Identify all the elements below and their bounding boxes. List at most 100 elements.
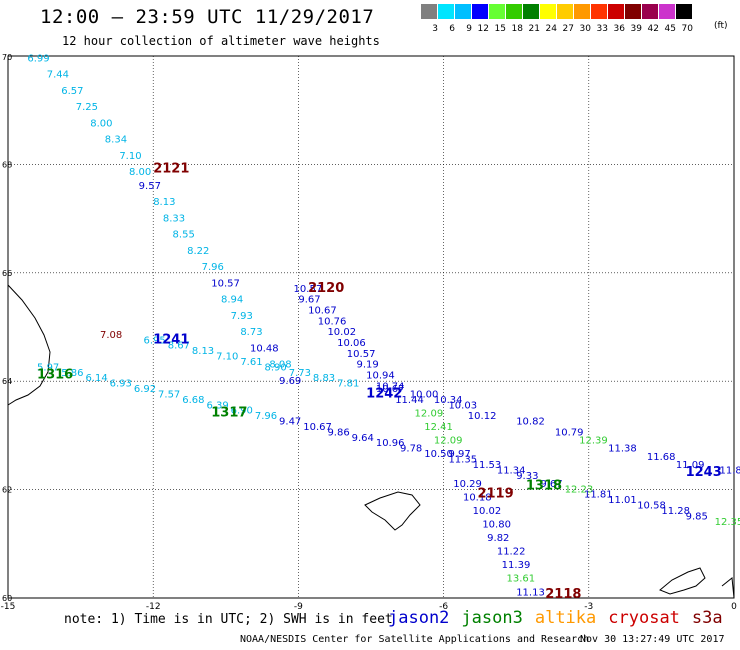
wave-height-label: 6.93 (110, 379, 132, 390)
wave-height-label: 9.64 (352, 433, 374, 444)
legend-swatch (574, 4, 591, 19)
wave-height-label: 10.18 (463, 492, 492, 503)
wave-height-label: 12.09 (415, 408, 444, 419)
map-title: 12:00 — 23:59 UTC 11/29/2017 (40, 6, 375, 28)
lon-tick-label: -6 (439, 602, 448, 612)
wave-height-label: 7.08 (100, 330, 122, 341)
pass-id-label: 2120 (308, 281, 344, 296)
color-scale-legend: 3 6 9 12 15 18 21 24 27 30 33 36 39 42 45 70 (421, 4, 693, 34)
iceland-coast (7, 284, 51, 406)
wave-height-label: 11.53 (473, 460, 502, 471)
wave-height-label: 9.85 (686, 511, 708, 522)
legend-tick-label: 6 (449, 24, 455, 34)
legend-tick-label: 33 (596, 24, 608, 34)
wave-height-label: 10.03 (448, 400, 477, 411)
wave-height-label: 9.69 (279, 376, 301, 387)
wave-height-label: 9.97 (448, 449, 470, 460)
lat-tick-label: 64 (2, 377, 12, 386)
legend-swatch (676, 4, 693, 19)
wave-height-label: 9.19 (356, 360, 378, 371)
wave-height-label: 10.79 (555, 427, 584, 438)
wave-height-label: 5.97 (37, 362, 59, 373)
legend-tick-label: 30 (579, 24, 591, 34)
legend-tick-label: 3 (432, 24, 438, 34)
lat-tick-label: 66 (2, 269, 12, 278)
legend-swatch (438, 4, 455, 19)
satellite-jason3: jason3 (461, 608, 523, 628)
wave-height-label: 9.67 (298, 295, 320, 306)
legend-swatch (523, 4, 540, 19)
wave-height-label: 11.01 (608, 495, 637, 506)
wave-height-label: 8.13 (153, 197, 175, 208)
wave-height-label: 10.29 (453, 479, 482, 490)
wave-height-label: 10.96 (376, 438, 405, 449)
wave-height-label: 12.39 (579, 436, 608, 447)
wave-height-label: 8.73 (240, 327, 262, 338)
legend-tick-label: 27 (562, 24, 574, 34)
wave-height-label: 9.86 (327, 427, 349, 438)
wave-height-label: 6.95 (144, 335, 166, 346)
wave-height-label: 11.83 (719, 465, 740, 476)
wave-height-label: 10.94 (366, 370, 395, 381)
pass-id-label: 2119 (477, 487, 513, 502)
wave-height-label: 8.34 (105, 135, 127, 146)
pass-id-label: 1317 (211, 405, 247, 420)
satellite-s3a: s3a (691, 608, 723, 628)
wave-height-label: 7.93 (231, 311, 253, 322)
wave-height-label: 12.09 (434, 436, 463, 447)
satellite-jason2: jason2 (388, 608, 450, 628)
wave-height-label: 10.80 (482, 520, 511, 531)
wave-height-label: 9.67 (540, 479, 562, 490)
legend-swatch (472, 4, 489, 19)
footnote: note: 1) Time is in UTC; 2) SWH is in fe… (64, 612, 393, 627)
wave-height-label: 9.78 (400, 444, 422, 455)
wave-height-label: 11.44 (395, 395, 424, 406)
lon-tick-label: -9 (294, 602, 303, 612)
wave-height-label: 9.82 (487, 533, 509, 544)
wave-height-label: 6.14 (85, 373, 107, 384)
wave-height-label: 8.83 (313, 373, 335, 384)
pass-id-label: 1241 (153, 332, 189, 347)
wave-height-label: 10.58 (637, 501, 666, 512)
wave-height-label: 11.13 (516, 587, 545, 598)
wave-height-label: 12.23 (565, 484, 594, 495)
legend-ticks: 3 6 9 12 15 18 21 24 27 30 33 36 39 42 45 70 (421, 24, 693, 34)
pass-id-label: 1316 (37, 367, 73, 382)
wave-height-label: 10.50 (424, 449, 453, 460)
legend-tick-label: 15 (494, 24, 506, 34)
legend-swatch (659, 4, 676, 19)
wave-height-label: 8.22 (187, 246, 209, 257)
wave-height-label: 11.28 (661, 506, 690, 517)
pass-id-label: 2118 (545, 587, 581, 602)
wave-height-label: 10.12 (468, 411, 497, 422)
norway-coast (721, 577, 735, 599)
map-subtitle: 12 hour collection of altimeter wave hei… (62, 34, 380, 48)
legend-tick-label: 24 (545, 24, 557, 34)
legend-swatch (489, 4, 506, 19)
wave-height-label: 8.90 (265, 362, 287, 373)
wave-height-label: 6.39 (206, 400, 228, 411)
wave-height-label: 10.02 (327, 327, 356, 338)
wave-height-label: 6.57 (61, 86, 83, 97)
legend-units: (ft) (714, 21, 728, 31)
wave-height-label: 8.00 (90, 118, 112, 129)
wave-height-label: 9.47 (279, 417, 301, 428)
wave-height-label: 7.10 (119, 151, 141, 162)
satellite-key: jason2 jason3 altika cryosat s3a (388, 608, 723, 628)
wave-height-label: 12.35 (715, 517, 740, 528)
wave-height-label: 7.57 (158, 389, 180, 400)
wave-height-label: 11.09 (676, 460, 705, 471)
wave-height-label: 10.57 (294, 284, 323, 295)
wave-height-label: 10.57 (211, 278, 240, 289)
legend-tick-label: 36 (613, 24, 625, 34)
wave-height-label: 7.96 (202, 262, 224, 273)
wave-height-label: 6.99 (27, 53, 49, 64)
lat-tick-label: 68 (2, 160, 12, 169)
legend-tick-label: 45 (664, 24, 676, 34)
wave-height-label: 9.33 (516, 471, 538, 482)
wave-height-label: 7.10 (216, 352, 238, 363)
legend-swatch (625, 4, 642, 19)
wave-height-label: 10.02 (473, 506, 502, 517)
wave-height-label: 10.48 (250, 343, 279, 354)
